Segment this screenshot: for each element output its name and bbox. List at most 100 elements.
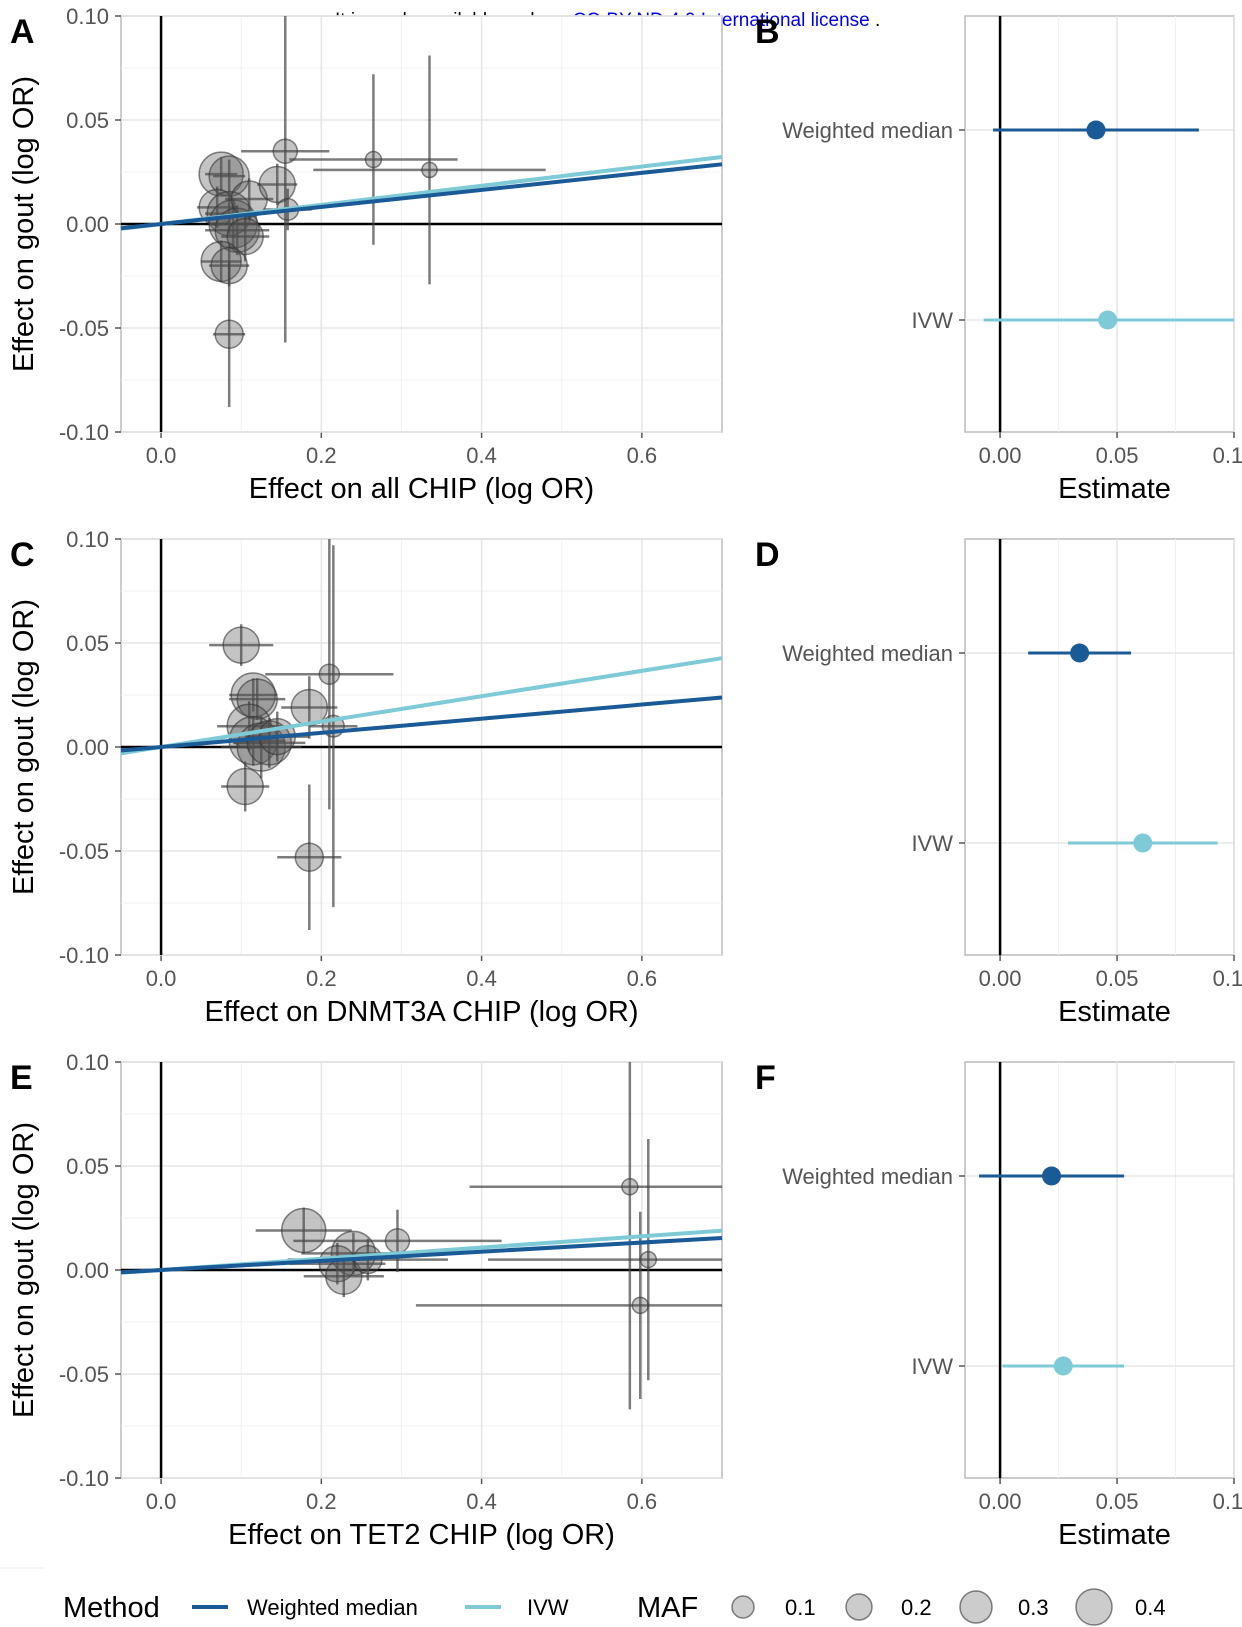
panel-a-letter: A bbox=[10, 13, 35, 51]
panel-e-tick-label-x: 0.0 bbox=[146, 1489, 177, 1514]
panel-b-frame bbox=[964, 15, 1235, 433]
panel-e-point bbox=[639, 1250, 658, 1269]
panel-a-tick-label-x: 0.6 bbox=[627, 443, 658, 468]
panel-e-point bbox=[384, 1228, 411, 1254]
panel-c-tick-label-y: 0.00 bbox=[66, 735, 109, 760]
panel-d-x-axis-label: Estimate bbox=[1058, 996, 1171, 1028]
panel-c-point bbox=[226, 767, 264, 806]
panel-c-letter: C bbox=[10, 536, 35, 574]
panel-b-tick-label-x: 0.00 bbox=[979, 443, 1022, 468]
panel-d-category-label: IVW bbox=[911, 831, 953, 856]
panel-c-ivw-line bbox=[120, 656, 723, 756]
panel-e-tick-label-x: 0.6 bbox=[627, 1489, 658, 1514]
panel-a-tick-label-x: 0.2 bbox=[306, 443, 337, 468]
legend-maf-title: MAF bbox=[637, 1592, 698, 1624]
panel-f-estimate-weighted-median bbox=[1042, 1166, 1062, 1186]
panel-f-x-axis-label: Estimate bbox=[1058, 1519, 1171, 1551]
panel-e-tick-label-y: 0.05 bbox=[66, 1154, 109, 1179]
panel-a-x-axis-label: Effect on all CHIP (log OR) bbox=[249, 473, 594, 505]
panel-d-tick-label-x: 0.00 bbox=[979, 966, 1022, 991]
panel-c-y-axis-label: Effect on gout (log OR) bbox=[8, 599, 40, 895]
panel-a-tick-label-x: 0.4 bbox=[466, 443, 497, 468]
panel-a-tick-label-y: 0.05 bbox=[66, 108, 109, 133]
legend-maf-label: 0.3 bbox=[1018, 1595, 1049, 1620]
panel-b-tick-label-x: 0.10 bbox=[1213, 443, 1242, 468]
panel-c-tick-label-y: -0.05 bbox=[59, 839, 109, 864]
panel-a-point bbox=[272, 138, 299, 164]
panel-c-point bbox=[318, 663, 341, 685]
panel-b-category-label: IVW bbox=[911, 308, 953, 333]
legend-maf-symbol bbox=[845, 1593, 873, 1621]
panel-a-tick-label-y: 0.10 bbox=[66, 4, 109, 29]
panel-e-tick-label-y: -0.05 bbox=[59, 1362, 109, 1387]
panel-e-tick-label-x: 0.4 bbox=[466, 1489, 497, 1514]
panel-b-category-label: Weighted median bbox=[782, 118, 953, 143]
panel-a-point bbox=[214, 319, 244, 349]
panel-d-letter: D bbox=[755, 536, 780, 574]
panel-d-tick-label-x: 0.05 bbox=[1096, 966, 1139, 991]
panel-a-point bbox=[421, 161, 438, 179]
panel-c-tick-label-x: 0.6 bbox=[627, 966, 658, 991]
panel-e-y-axis-label: Effect on gout (log OR) bbox=[8, 1122, 40, 1418]
legend-method-label: IVW bbox=[527, 1595, 569, 1620]
panel-d-tick-label-x: 0.10 bbox=[1213, 966, 1242, 991]
panel-e-tick-label-y: 0.00 bbox=[66, 1258, 109, 1283]
panel-e-tick-label-y: -0.10 bbox=[59, 1466, 109, 1491]
panel-a-point bbox=[364, 150, 383, 169]
panel-e-tick-label-x: 0.2 bbox=[306, 1489, 337, 1514]
panel-a-point bbox=[198, 151, 244, 197]
legend-maf-label: 0.4 bbox=[1135, 1595, 1166, 1620]
panel-e-point bbox=[621, 1178, 639, 1196]
panel-a-point bbox=[258, 165, 297, 204]
panel-d-estimate-weighted-median bbox=[1070, 643, 1090, 663]
legend-method-label: Weighted median bbox=[247, 1595, 418, 1620]
panel-c-point bbox=[222, 626, 260, 664]
panel-f-category-label: Weighted median bbox=[782, 1164, 953, 1189]
panel-a-tick-label-y: -0.10 bbox=[59, 420, 109, 445]
license-suffix: . bbox=[869, 10, 881, 31]
panel-e-letter: E bbox=[10, 1059, 33, 1097]
panel-b-estimate-ivw bbox=[1098, 310, 1118, 330]
panel-c-x-axis-label: Effect on DNMT3A CHIP (log OR) bbox=[204, 996, 638, 1028]
panel-c-tick-label-y: 0.10 bbox=[66, 527, 109, 552]
panel-d-category-label: Weighted median bbox=[782, 641, 953, 666]
panel-e-x-axis-label: Effect on TET2 CHIP (log OR) bbox=[228, 1519, 615, 1551]
panel-e-point bbox=[318, 1245, 357, 1283]
panel-c-weighted-median-line bbox=[120, 695, 723, 753]
panel-a-point bbox=[226, 217, 264, 256]
panel-f-letter: F bbox=[755, 1059, 776, 1097]
panel-b-letter: B bbox=[755, 13, 780, 51]
panel-c-tick-label-x: 0.2 bbox=[306, 966, 337, 991]
panel-b-tick-label-x: 0.05 bbox=[1096, 443, 1139, 468]
panel-c-tick-label-x: 0.0 bbox=[146, 966, 177, 991]
panel-c-point bbox=[236, 678, 278, 720]
panel-c-tick-label-x: 0.4 bbox=[466, 966, 497, 991]
panel-c-tick-label-y: 0.05 bbox=[66, 631, 109, 656]
panel-a-weighted-median-line bbox=[120, 162, 723, 231]
panel-c-point bbox=[294, 842, 325, 872]
panel-e-tick-label-y: 0.10 bbox=[66, 1050, 109, 1075]
panel-a-tick-label-y: 0.00 bbox=[66, 212, 109, 237]
panel-e-weighted-median-line bbox=[120, 1235, 723, 1275]
panel-f-estimate-ivw bbox=[1053, 1356, 1073, 1376]
legend-maf-label: 0.2 bbox=[901, 1595, 932, 1620]
panel-f-frame bbox=[964, 1061, 1235, 1479]
panel-a-tick-label-x: 0.0 bbox=[146, 443, 177, 468]
panel-d-estimate-ivw bbox=[1133, 833, 1153, 853]
panel-e-point bbox=[631, 1296, 650, 1315]
panel-b-estimate-weighted-median bbox=[1086, 120, 1106, 140]
legend-maf-symbol bbox=[1075, 1588, 1113, 1626]
panel-b-x-axis-label: Estimate bbox=[1058, 473, 1171, 505]
panel-f-tick-label-x: 0.10 bbox=[1213, 1489, 1242, 1514]
panel-f-tick-label-x: 0.05 bbox=[1096, 1489, 1139, 1514]
panel-e-point bbox=[280, 1207, 327, 1254]
legend-maf-label: 0.1 bbox=[785, 1595, 816, 1620]
panel-f-category-label: IVW bbox=[911, 1354, 953, 1379]
legend-maf-symbol bbox=[959, 1590, 993, 1624]
panel-d-frame bbox=[964, 538, 1235, 956]
legend-method-title: Method bbox=[63, 1592, 160, 1624]
panel-c-tick-label-y: -0.10 bbox=[59, 943, 109, 968]
panel-a-y-axis-label: Effect on gout (log OR) bbox=[8, 76, 40, 372]
panel-a-tick-label-y: -0.05 bbox=[59, 316, 109, 341]
